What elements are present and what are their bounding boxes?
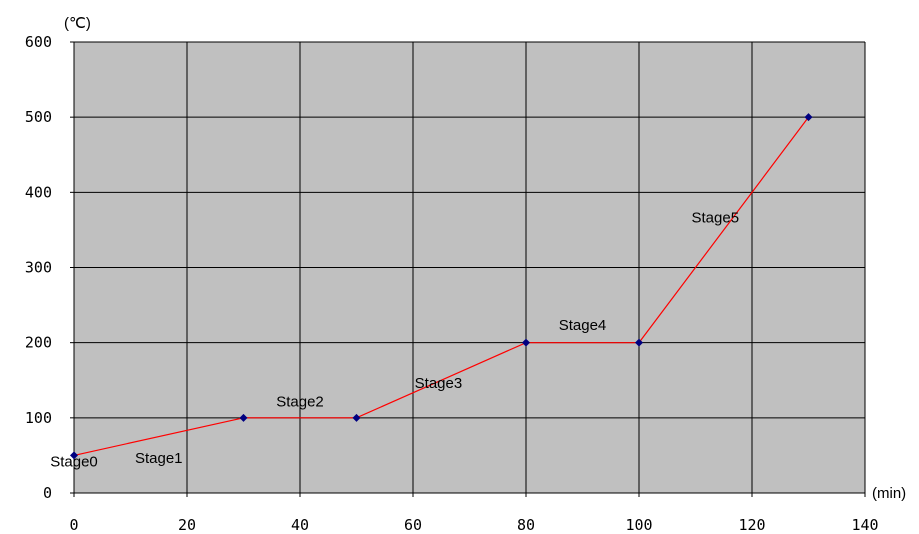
- data-point-0-3: [522, 338, 530, 347]
- stage-label-3: Stage3: [415, 375, 463, 392]
- x-tick-label-1: 20: [178, 516, 196, 534]
- axes: [70, 41, 866, 497]
- x-tick-label-3: 60: [404, 516, 422, 534]
- data-point-0-1: [239, 413, 248, 422]
- x-tick-label-4: 80: [517, 516, 535, 534]
- y-tick-label-1: 100: [25, 409, 52, 427]
- stage-label-2: Stage2: [276, 394, 324, 411]
- x-tick-label-7: 140: [851, 516, 878, 534]
- series: [70, 113, 813, 460]
- annotations: Stage0 Stage1 Stage2 Stage3 Stage4 Stage5: [50, 209, 739, 470]
- stage-label-1: Stage1: [135, 450, 183, 467]
- y-tick-label-3: 300: [25, 259, 52, 277]
- x-axis-unit: (min): [872, 485, 906, 502]
- stage-label-5: Stage5: [692, 209, 740, 226]
- x-tick-label-5: 100: [625, 516, 652, 534]
- series-line-0: [73, 116, 809, 457]
- x-tick-label-6: 120: [738, 516, 765, 534]
- data-point-0-4: [635, 338, 643, 347]
- x-tick-label-0: 0: [69, 516, 78, 534]
- y-tick-label-4: 400: [25, 183, 52, 201]
- stage-label-4: Stage4: [559, 317, 607, 334]
- y-tick-label-6: 600: [25, 33, 52, 51]
- y-axis-unit: (℃): [64, 15, 91, 32]
- y-tick-label-0: 0: [43, 484, 52, 502]
- grid: [74, 41, 866, 493]
- data-point-0-2: [352, 413, 361, 422]
- stage-label-0: Stage0: [50, 454, 98, 471]
- y-tick-label-5: 500: [25, 108, 52, 126]
- data-point-0-5: [804, 113, 813, 122]
- data-point-0-0: [70, 451, 78, 460]
- tick-labels: 0 20 40 60 80 100 120 140 0 100 200 300 400 500 600: [25, 33, 879, 534]
- y-tick-label-2: 200: [25, 334, 52, 352]
- x-tick-label-2: 40: [291, 516, 309, 534]
